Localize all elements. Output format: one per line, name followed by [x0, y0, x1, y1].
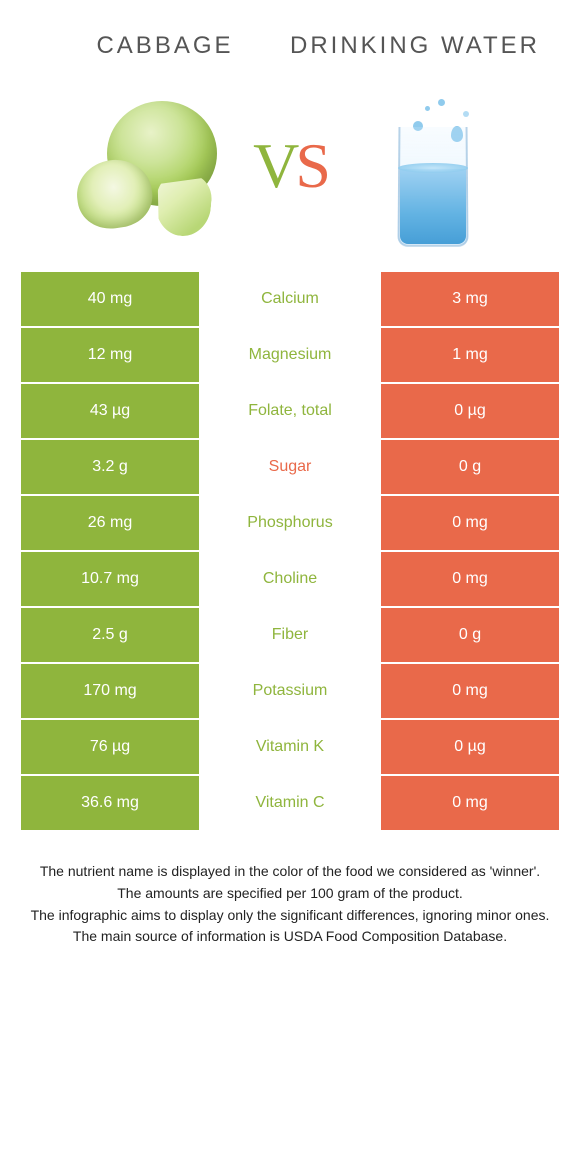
footer-notes: The nutrient name is displayed in the co… [30, 861, 550, 948]
cell-nutrient-label: Vitamin C [200, 775, 380, 831]
cell-nutrient-label: Calcium [200, 271, 380, 327]
cell-left-value: 12 mg [20, 327, 200, 383]
cell-right-value: 0 mg [380, 663, 560, 719]
table-row: 3.2 gSugar0 g [20, 439, 560, 495]
cell-left-value: 43 µg [20, 383, 200, 439]
cell-nutrient-label: Magnesium [200, 327, 380, 383]
cell-nutrient-label: Potassium [200, 663, 380, 719]
cell-right-value: 3 mg [380, 271, 560, 327]
cell-nutrient-label: Vitamin K [200, 719, 380, 775]
item-left-title: Cabbage [40, 32, 290, 60]
cell-nutrient-label: Fiber [200, 607, 380, 663]
cell-left-value: 36.6 mg [20, 775, 200, 831]
table-row: 76 µgVitamin K0 µg [20, 719, 560, 775]
cell-nutrient-label: Sugar [200, 439, 380, 495]
cell-left-value: 76 µg [20, 719, 200, 775]
cell-right-value: 0 mg [380, 551, 560, 607]
header: Cabbage Drinking water [0, 0, 580, 71]
cell-left-value: 170 mg [20, 663, 200, 719]
vs-v: V [253, 129, 295, 203]
footer-line: The infographic aims to display only the… [30, 905, 550, 927]
cell-right-value: 0 mg [380, 775, 560, 831]
cell-right-value: 0 mg [380, 495, 560, 551]
cell-nutrient-label: Folate, total [200, 383, 380, 439]
cell-left-value: 26 mg [20, 495, 200, 551]
table-row: 43 µgFolate, total0 µg [20, 383, 560, 439]
cell-nutrient-label: Phosphorus [200, 495, 380, 551]
cell-right-value: 0 µg [380, 719, 560, 775]
cell-right-value: 0 g [380, 439, 560, 495]
water-glass-icon [373, 86, 493, 246]
table-row: 2.5 gFiber0 g [20, 607, 560, 663]
right-image [337, 81, 530, 251]
table-row: 26 mgPhosphorus0 mg [20, 495, 560, 551]
item-right-title: Drinking water [290, 30, 540, 61]
table-row: 12 mgMagnesium1 mg [20, 327, 560, 383]
vs-s: S [295, 129, 327, 203]
cell-left-value: 40 mg [20, 271, 200, 327]
images-row: VS [0, 71, 580, 271]
vs-label: VS [243, 129, 337, 203]
cabbage-icon [77, 96, 217, 236]
footer-line: The main source of information is USDA F… [30, 926, 550, 948]
cell-left-value: 2.5 g [20, 607, 200, 663]
cell-right-value: 0 µg [380, 383, 560, 439]
footer-line: The amounts are specified per 100 gram o… [30, 883, 550, 905]
table-row: 170 mgPotassium0 mg [20, 663, 560, 719]
cell-right-value: 1 mg [380, 327, 560, 383]
comparison-table: 40 mgCalcium3 mg12 mgMagnesium1 mg43 µgF… [20, 271, 560, 831]
table-row: 36.6 mgVitamin C0 mg [20, 775, 560, 831]
footer-line: The nutrient name is displayed in the co… [30, 861, 550, 883]
table-row: 40 mgCalcium3 mg [20, 271, 560, 327]
cell-left-value: 10.7 mg [20, 551, 200, 607]
cell-nutrient-label: Choline [200, 551, 380, 607]
table-row: 10.7 mgCholine0 mg [20, 551, 560, 607]
left-image [50, 81, 243, 251]
cell-left-value: 3.2 g [20, 439, 200, 495]
cell-right-value: 0 g [380, 607, 560, 663]
